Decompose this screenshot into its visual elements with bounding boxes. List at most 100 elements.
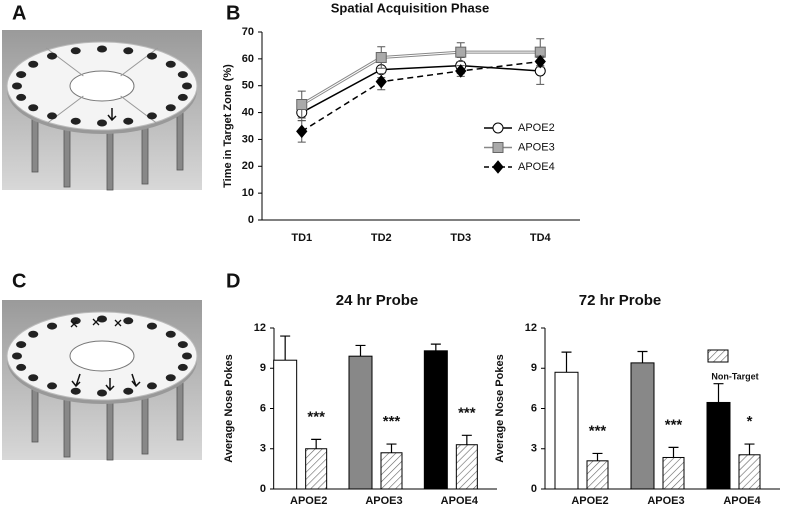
point xyxy=(296,99,308,111)
error-bar xyxy=(311,438,322,449)
y-tick-label: 50 xyxy=(242,80,254,92)
bar xyxy=(305,448,328,490)
hole xyxy=(28,104,39,112)
error-bar xyxy=(280,335,291,361)
significance: *** xyxy=(665,416,683,433)
hole xyxy=(47,112,58,120)
hole xyxy=(182,82,192,90)
significance: *** xyxy=(307,408,325,425)
photo-a xyxy=(2,30,202,191)
table-leg xyxy=(106,397,114,461)
panel-label: C xyxy=(12,270,26,292)
error-bar xyxy=(592,452,603,461)
legend-marker xyxy=(492,142,504,153)
y-axis-label: Average Nose Pokes xyxy=(494,354,506,462)
point xyxy=(375,74,387,89)
bar xyxy=(455,444,478,490)
point xyxy=(534,54,546,69)
y-axis-label: Time in Target Zone (%) xyxy=(222,64,234,188)
chart-title: 72 hr Probe xyxy=(579,292,662,309)
hole xyxy=(12,352,22,360)
x-tick-label: APOE3 xyxy=(365,495,402,507)
error-bar xyxy=(744,443,755,455)
error-bar xyxy=(713,383,724,403)
cross xyxy=(92,318,100,326)
arrow xyxy=(131,373,141,388)
y-tick-label: 6 xyxy=(531,402,537,414)
hole xyxy=(177,93,188,101)
panel-label: D xyxy=(226,270,240,292)
x-tick-label: TD3 xyxy=(450,232,471,244)
hole xyxy=(28,60,39,68)
y-tick-label: 40 xyxy=(242,106,254,118)
hole xyxy=(177,363,188,371)
significance: *** xyxy=(589,422,607,439)
significance: *** xyxy=(458,404,476,421)
table-leg xyxy=(63,124,71,188)
x-tick-label: APOE3 xyxy=(647,495,684,507)
y-tick-label: 9 xyxy=(260,362,266,374)
legend-label: APOE4 xyxy=(518,161,555,173)
y-tick-label: 0 xyxy=(531,483,537,495)
table-center xyxy=(69,340,135,372)
hole xyxy=(177,341,188,349)
point xyxy=(375,52,387,64)
bar xyxy=(423,350,448,490)
table-leg xyxy=(106,127,114,191)
hole xyxy=(165,330,176,338)
table-leg xyxy=(141,121,149,185)
hole xyxy=(16,71,27,79)
y-tick-label: 0 xyxy=(248,214,254,226)
y-tick-label: 20 xyxy=(242,160,254,172)
hole xyxy=(97,119,107,127)
hole xyxy=(28,374,39,382)
y-tick-label: 10 xyxy=(242,187,254,199)
x-tick-label: APOE2 xyxy=(571,495,608,507)
x-tick-label: APOE4 xyxy=(441,495,479,507)
bar xyxy=(630,362,655,490)
y-tick-label: 3 xyxy=(531,443,537,455)
hole xyxy=(146,322,157,330)
bar xyxy=(273,359,298,490)
hole xyxy=(146,382,157,390)
hole xyxy=(12,82,22,90)
point xyxy=(455,46,467,58)
series-line-inner xyxy=(301,51,541,105)
table-leg xyxy=(176,377,184,441)
hole xyxy=(123,47,134,55)
arrow xyxy=(107,108,117,122)
hole xyxy=(165,374,176,382)
y-tick-label: 70 xyxy=(242,26,254,38)
cross xyxy=(114,319,122,327)
bar xyxy=(554,371,579,490)
y-axis-label: Average Nose Pokes xyxy=(223,354,235,462)
hole xyxy=(28,330,39,338)
series-line xyxy=(301,60,541,133)
hole xyxy=(123,387,134,395)
hole xyxy=(123,317,134,325)
y-tick-label: 9 xyxy=(531,362,537,374)
chart-title: Spatial Acquisition Phase xyxy=(331,0,489,15)
significance: *** xyxy=(383,413,401,430)
hole xyxy=(70,387,81,395)
hole xyxy=(70,117,81,125)
error-bar xyxy=(430,343,441,351)
hole xyxy=(165,104,176,112)
x-tick-label: TD4 xyxy=(530,232,552,244)
hole xyxy=(70,47,81,55)
hole xyxy=(16,93,27,101)
arrow xyxy=(71,373,81,388)
error-bar xyxy=(668,446,679,458)
x-tick-label: APOE4 xyxy=(723,495,761,507)
hole xyxy=(123,117,134,125)
y-tick-label: 0 xyxy=(260,483,266,495)
bar xyxy=(380,452,403,490)
hole xyxy=(16,363,27,371)
hole xyxy=(182,352,192,360)
photo-c xyxy=(2,300,202,461)
table-leg xyxy=(141,391,149,455)
panel-label: A xyxy=(12,2,26,24)
hole xyxy=(97,45,107,53)
hole xyxy=(97,315,107,323)
